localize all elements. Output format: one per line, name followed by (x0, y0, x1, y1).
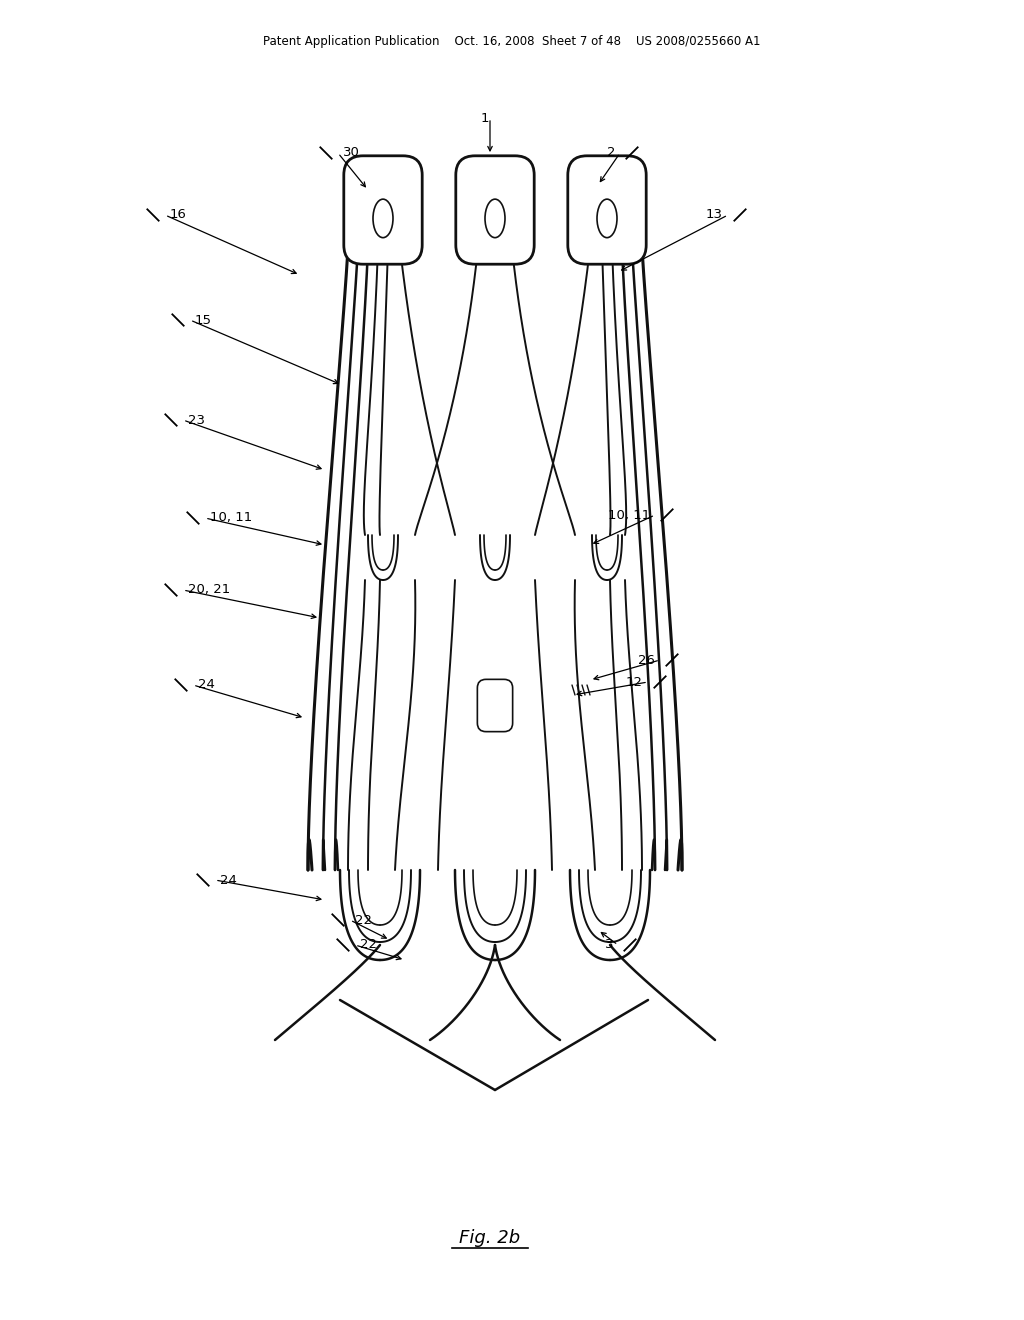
Text: 23: 23 (188, 413, 205, 426)
Text: Patent Application Publication    Oct. 16, 2008  Sheet 7 of 48    US 2008/025566: Patent Application Publication Oct. 16, … (263, 36, 761, 49)
Text: 26: 26 (638, 653, 655, 667)
Text: 24: 24 (198, 678, 215, 692)
Text: 10, 11: 10, 11 (210, 511, 252, 524)
FancyBboxPatch shape (567, 156, 646, 264)
Text: 3: 3 (604, 939, 613, 952)
Text: 2: 2 (606, 147, 615, 160)
Text: 20, 21: 20, 21 (188, 583, 230, 597)
Ellipse shape (373, 199, 393, 238)
Text: 22: 22 (355, 913, 372, 927)
FancyBboxPatch shape (477, 680, 513, 731)
Text: 10, 11: 10, 11 (608, 508, 650, 521)
Text: 12: 12 (626, 676, 643, 689)
FancyBboxPatch shape (456, 156, 535, 264)
Text: 30: 30 (343, 147, 359, 160)
Text: 24: 24 (220, 874, 237, 887)
Ellipse shape (485, 199, 505, 238)
Ellipse shape (597, 199, 617, 238)
FancyBboxPatch shape (344, 156, 422, 264)
Text: 15: 15 (195, 314, 212, 326)
Text: 1: 1 (480, 111, 489, 124)
Text: 16: 16 (170, 209, 186, 222)
Text: Fig. 2b: Fig. 2b (460, 1229, 520, 1247)
Text: 22: 22 (360, 939, 377, 952)
Text: 13: 13 (706, 209, 723, 222)
